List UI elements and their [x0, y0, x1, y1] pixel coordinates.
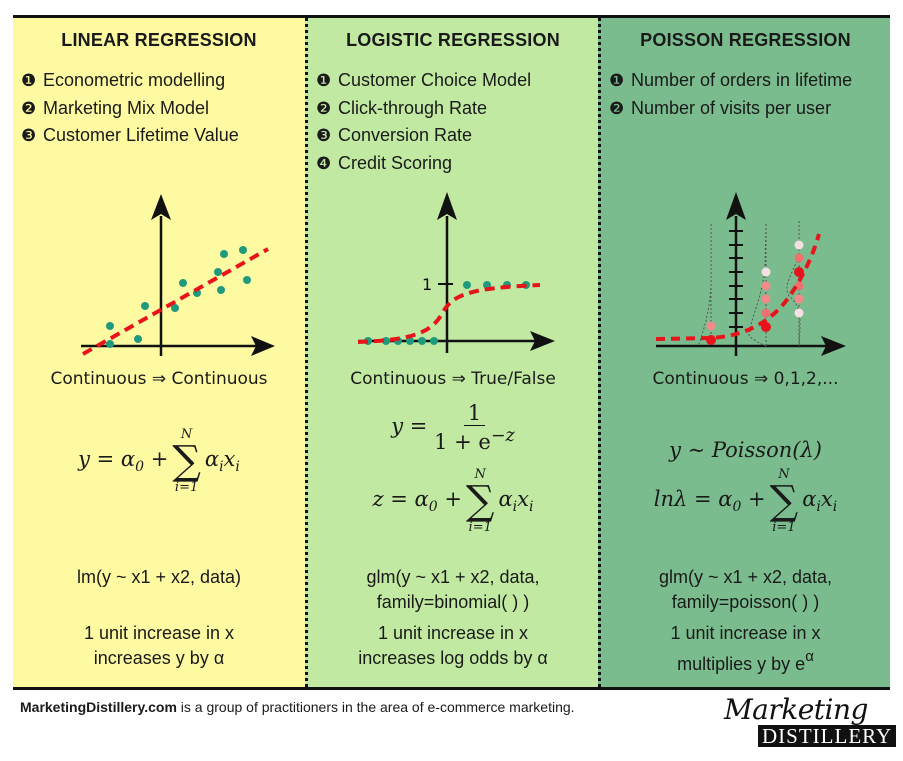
linear-regression-plot: [81, 194, 275, 356]
code-line: family=poisson( ) ): [671, 592, 820, 612]
marketing-distillery-logo: Marketing DISTILLERY: [718, 693, 897, 753]
y-axis-arrow-icon: [151, 194, 171, 220]
input-output-label: Continuous ⇒ Continuous: [50, 369, 268, 389]
input-output-label: Continuous ⇒ True/False: [350, 369, 556, 389]
logo-bar-text: DISTILLERY: [758, 725, 897, 747]
r-code: glm(y ~ x1 + x2, data, family=poisson( )…: [601, 565, 890, 615]
footer-text-body: is a group of practitioners in the area …: [176, 699, 575, 715]
use-case-item: ❷ Click-through Rate: [316, 95, 531, 123]
logistic-regression-plot: 1: [357, 192, 555, 353]
brand-link[interactable]: MarketingDistillery.com: [20, 699, 177, 715]
column-title: POISSON REGRESSION: [640, 30, 851, 50]
use-case-label: Number of visits per user: [631, 97, 832, 118]
number-4-icon: ❹: [316, 153, 332, 173]
use-case-item: ❷ Marketing Mix Model: [21, 95, 239, 123]
use-case-label: Customer Lifetime Value: [43, 125, 239, 145]
number-2-icon: ❷: [21, 98, 37, 118]
use-case-item: ❷ Number of visits per user: [609, 95, 852, 123]
interp-line: increases log odds by α: [358, 648, 548, 668]
y-axis-arrow-icon: [726, 192, 746, 220]
summation-symbol: N ∑ i=1: [465, 467, 495, 535]
number-1-icon: ❶: [609, 71, 625, 90]
use-case-list: ❶ Customer Choice Model ❷ Click-through Ra…: [316, 67, 531, 177]
interp-line: increases y by α: [93, 648, 225, 668]
interp-line: 1 unit increase in x: [377, 623, 529, 643]
logo-script-text: Marketing: [724, 693, 868, 726]
use-case-label: Credit Scoring: [338, 152, 453, 173]
column-title: LOGISTIC REGRESSION: [346, 30, 560, 50]
linear-regression-column: LINEAR REGRESSION ❶ Econometric modelling…: [13, 18, 305, 687]
code-line: glm(y ~ x1 + x2, data,: [658, 567, 833, 587]
linear-predictor-formula: z = α0 + N ∑ i=1 αixi: [372, 467, 534, 535]
y-axis-arrow-icon: [437, 192, 457, 220]
use-case-list: ❶ Econometric modelling ❷ Marketing Mix Mo…: [21, 67, 239, 150]
use-case-list: ❶ Number of orders in lifetime ❷ Number of…: [609, 67, 852, 122]
x-axis-arrow-icon: [530, 331, 555, 351]
exponential-curve: [655, 233, 821, 341]
y-axis-ticks: [729, 230, 743, 328]
x-axis-arrow-icon: [251, 336, 275, 356]
use-case-item: ❹ Credit Scoring: [316, 150, 531, 178]
use-case-label: Econometric modelling: [43, 70, 226, 90]
r-code: lm(y ~ x1 + x2, data): [13, 565, 305, 590]
sigmoid-curve: [357, 283, 541, 344]
fit-line: [82, 247, 269, 356]
use-case-item: ❶ Number of orders in lifetime: [609, 67, 852, 95]
use-case-label: Customer Choice Model: [338, 70, 532, 90]
number-1-icon: ❶: [316, 71, 332, 90]
use-case-label: Conversion Rate: [338, 125, 473, 145]
linear-formula: y = α0 + N ∑ i=1 αixi: [78, 427, 240, 495]
summation-symbol: N ∑ i=1: [769, 467, 799, 535]
use-case-item: ❸ Conversion Rate: [316, 122, 531, 150]
regression-comparison-panels: LINEAR REGRESSION ❶ Econometric modelling…: [13, 15, 890, 690]
coefficient-interpretation: 1 unit increase in x increases y by α: [13, 621, 305, 671]
number-3-icon: ❸: [316, 126, 332, 145]
column-title: LINEAR REGRESSION: [61, 30, 257, 50]
use-case-label: Click-through Rate: [338, 97, 488, 118]
x-axis-arrow-icon: [821, 336, 846, 356]
number-1-icon: ❶: [21, 71, 37, 90]
input-output-label: Continuous ⇒ 0,1,2,...: [652, 369, 839, 389]
code-line: glm(y ~ x1 + x2, data,: [366, 567, 540, 587]
use-case-label: Marketing Mix Model: [43, 97, 210, 118]
poisson-regression-plot: [655, 192, 846, 356]
code-line: family=binomial( ) ): [376, 592, 530, 612]
coefficient-interpretation: 1 unit increase in x multiplies y by eα: [601, 621, 890, 677]
use-case-label: Number of orders in lifetime: [631, 70, 853, 90]
interp-line: 1 unit increase in x: [670, 623, 821, 643]
poisson-regression-column: POISSON REGRESSION ❶ Number of orders in …: [598, 18, 890, 687]
footer-description: MarketingDistillery.com is a group of pr…: [20, 699, 575, 715]
interp-line: 1 unit increase in x: [83, 623, 235, 643]
number-2-icon: ❷: [316, 98, 332, 118]
coefficient-interpretation: 1 unit increase in x increases log odds …: [308, 621, 598, 671]
data-points: [106, 246, 251, 348]
use-case-item: ❸ Customer Lifetime Value: [21, 122, 239, 150]
r-code: glm(y ~ x1 + x2, data, family=binomial( …: [308, 565, 598, 615]
number-2-icon: ❷: [609, 98, 625, 118]
log-link-formula: lnλ = α0 + N ∑ i=1 αixi: [653, 467, 838, 535]
interp-line: multiplies y by eα: [677, 648, 814, 674]
count-points: [706, 240, 804, 345]
summation-symbol: N ∑ i=1: [172, 427, 201, 495]
logistic-regression-column: LOGISTIC REGRESSION ❶ Customer Choice Mod…: [305, 18, 598, 687]
number-3-icon: ❸: [21, 126, 37, 145]
code-line: lm(y ~ x1 + x2, data): [76, 567, 242, 587]
use-case-item: ❶ Econometric modelling: [21, 67, 239, 95]
use-case-item: ❶ Customer Choice Model: [316, 67, 531, 95]
poisson-distribution-formula: y ∼ Poisson(λ): [669, 438, 822, 462]
svg-text:1: 1: [422, 275, 432, 294]
